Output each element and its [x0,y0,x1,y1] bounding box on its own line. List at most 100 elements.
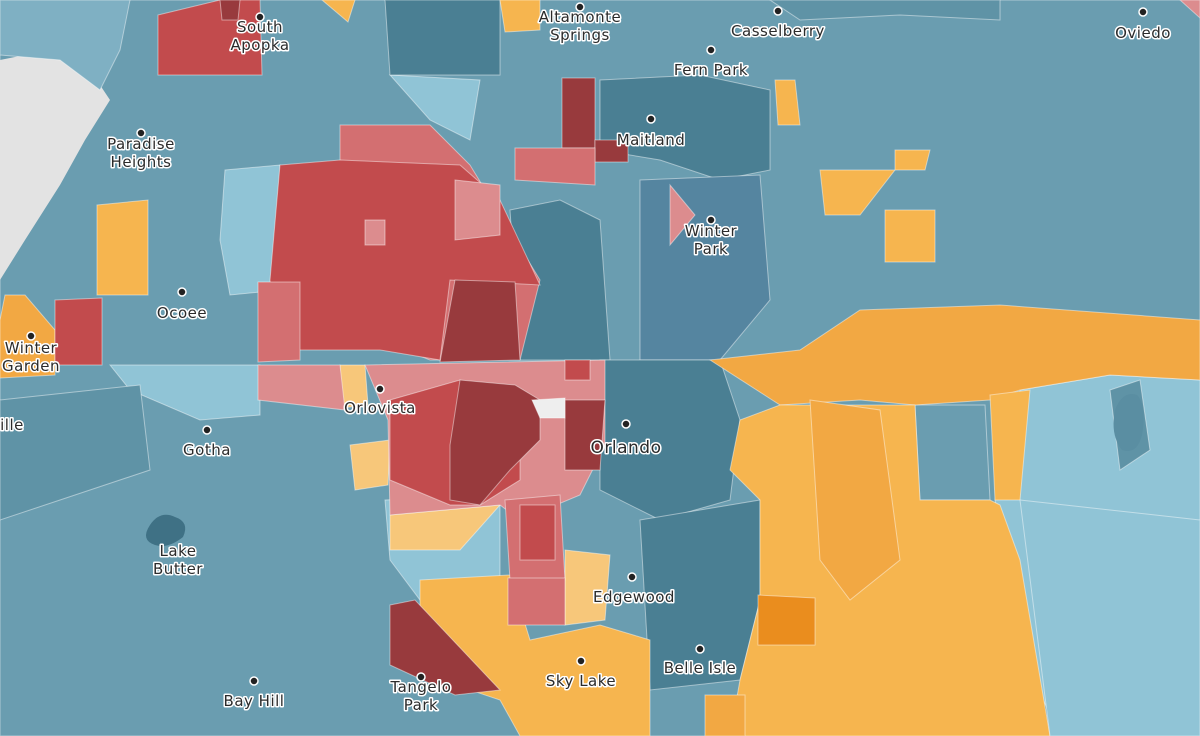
tract-red-light [364,219,386,246]
place-label: Maitland [617,131,686,149]
place-label-line: Park [694,240,728,258]
place-label-line: Heights [111,153,172,171]
tract-orange [774,79,801,126]
place-marker-icon [773,6,783,16]
tract-light-blue [108,364,261,421]
place-label-line: Apopka [230,36,289,54]
tract-gray-white [531,397,566,419]
tract-orange [809,399,901,601]
place-label: Edgewood [593,588,675,606]
tract-red-dark [561,77,596,149]
tract-light-blue [388,74,481,141]
tract-red-light [257,281,301,363]
tract-orange-light [389,504,502,551]
place-label: Fern Park [674,61,748,79]
place-label-line: Lake [160,542,197,560]
tract-red-light [257,364,346,411]
place-marker-icon [646,114,656,124]
place-label-line: Belle Isle [664,659,737,677]
place-marker-icon [136,128,146,138]
place-label: Gotha [183,441,231,459]
lake-butter-water [146,514,186,546]
place-marker-icon [576,656,586,666]
place-label: Orlovista [344,399,416,417]
place-label-line: Sky Lake [546,672,616,690]
tract-red-light [1179,0,1200,19]
tract-red-dark [564,399,606,471]
tract-orange [708,304,1200,406]
tract-red [564,359,591,381]
place-label-line: Ocoee [157,304,207,322]
place-label: Winter Park [685,222,738,258]
place-label: Lake Butter [153,542,203,578]
tract-red-dark [449,379,541,506]
tract-red-light [514,147,596,186]
place-label: Winter Garden [2,339,60,375]
tract-dark-blue [0,384,151,521]
place-label-line: Fern Park [674,61,748,79]
place-label-line: Maitland [617,131,686,149]
tract-dark-blue [769,0,1001,21]
tract-dark-blue [384,0,501,76]
place-label: Ocoee [157,304,207,322]
tract-red-light [454,179,501,241]
tract-red [54,297,103,366]
tract-orange [729,404,1051,736]
place-marker-icon [706,45,716,55]
place-marker-icon [416,672,426,682]
place-marker-icon [375,384,385,394]
place-marker-icon [627,572,637,582]
tract-orange-dark [757,594,816,646]
place-marker-icon [202,425,212,435]
tract-orange [96,199,149,296]
place-label-layer: South Apopka Altamonte Springs Casselberry Ov… [0,2,1172,716]
tract-orange [894,149,931,171]
place-label-line: Tangelo [390,678,452,696]
place-marker-icon [575,2,585,12]
place-marker-icon [695,644,705,654]
place-label: South Apopka [230,18,289,54]
gray-region-northwest [0,50,110,280]
place-marker-icon [249,676,259,686]
place-label: Bay Hill [224,692,285,710]
tract-orange [1019,499,1200,736]
tract-red-light [669,183,696,247]
tract-red-dark [219,0,241,21]
place-label-line: Springs [550,26,610,44]
place-marker-icon [706,215,716,225]
place-label: Orlando [591,438,662,458]
tract-light-blue [0,0,131,91]
place-label-line: Orlando [591,438,662,458]
place-marker-icon [1138,7,1148,17]
place-label: Oviedo [1115,24,1171,42]
place-label-line: Gotha [183,441,231,459]
place-marker-icon [255,12,265,22]
place-label: Paradise Heights [107,135,175,171]
place-label-line: South [237,18,283,36]
place-label-line: ille [0,416,24,434]
tract-orange-light [349,439,391,491]
place-label-line: Orlovista [344,399,416,417]
place-label-line: Oviedo [1115,24,1171,42]
tract-dark-blue [914,404,991,501]
place-label: Altamonte Springs [539,8,621,44]
place-marker-icon [177,287,187,297]
tract-orange [884,209,936,263]
place-label-line: Winter [5,339,58,357]
place-label-line: Butter [153,560,203,578]
place-label: Belle Isle [664,659,737,677]
place-label: Sky Lake [546,672,616,690]
tract-red-dark [389,599,502,696]
tract-light-blue [219,164,281,296]
tract-orange [499,0,541,33]
place-label-line: Bay Hill [224,692,285,710]
place-label-line: Altamonte [539,8,621,26]
tract-red-dark [439,279,521,363]
place-label: Tangelo Park [390,678,452,714]
tract-orange [819,169,897,216]
tract-orange [321,0,356,23]
place-label-line: Winter [685,222,738,240]
place-label-line: Paradise [107,135,175,153]
